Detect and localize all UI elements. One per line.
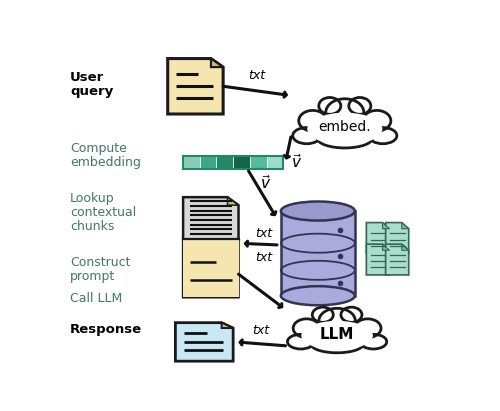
- Ellipse shape: [326, 99, 364, 126]
- Text: txt: txt: [248, 69, 266, 82]
- Ellipse shape: [318, 129, 372, 148]
- Polygon shape: [366, 244, 390, 275]
- Text: LLM: LLM: [320, 327, 354, 342]
- Polygon shape: [222, 323, 233, 328]
- Text: embed.: embed.: [318, 120, 371, 134]
- Ellipse shape: [311, 335, 364, 353]
- Polygon shape: [366, 223, 390, 253]
- Bar: [233, 156, 250, 169]
- Ellipse shape: [281, 201, 355, 221]
- Polygon shape: [402, 244, 408, 250]
- Polygon shape: [211, 58, 223, 67]
- Text: $\vec{v}$: $\vec{v}$: [260, 174, 272, 192]
- Polygon shape: [168, 58, 223, 114]
- Bar: [183, 156, 283, 169]
- Ellipse shape: [349, 97, 371, 114]
- Polygon shape: [402, 223, 408, 229]
- Ellipse shape: [354, 319, 381, 337]
- Text: User
query: User query: [70, 71, 113, 98]
- Ellipse shape: [281, 286, 355, 305]
- Polygon shape: [386, 223, 408, 253]
- Ellipse shape: [293, 319, 320, 337]
- Ellipse shape: [288, 335, 314, 349]
- Polygon shape: [183, 239, 238, 297]
- Ellipse shape: [319, 97, 341, 114]
- Ellipse shape: [292, 127, 321, 144]
- Ellipse shape: [369, 127, 397, 144]
- Text: txt: txt: [252, 324, 270, 337]
- Text: $\vec{v}$: $\vec{v}$: [291, 154, 302, 171]
- Polygon shape: [228, 197, 238, 205]
- Bar: [266, 156, 283, 169]
- Bar: [281, 211, 355, 296]
- Bar: [200, 156, 216, 169]
- Text: txt: txt: [255, 227, 272, 240]
- Polygon shape: [176, 323, 233, 361]
- Text: Compute
embedding: Compute embedding: [70, 142, 141, 169]
- Ellipse shape: [308, 113, 382, 145]
- Ellipse shape: [341, 307, 362, 322]
- Polygon shape: [183, 197, 238, 297]
- Bar: [183, 156, 200, 169]
- Ellipse shape: [302, 321, 373, 350]
- Ellipse shape: [299, 111, 327, 131]
- Ellipse shape: [319, 308, 355, 333]
- Text: txt: txt: [256, 251, 272, 264]
- Text: Call LLM: Call LLM: [70, 292, 122, 305]
- Ellipse shape: [312, 307, 334, 322]
- Text: Construct
prompt: Construct prompt: [70, 256, 130, 283]
- Text: Lookup
contextual
chunks: Lookup contextual chunks: [70, 192, 136, 233]
- Polygon shape: [382, 223, 390, 229]
- Ellipse shape: [360, 335, 386, 349]
- Ellipse shape: [363, 111, 391, 131]
- Text: Response: Response: [70, 323, 142, 336]
- Polygon shape: [386, 244, 408, 275]
- Bar: [216, 156, 233, 169]
- Polygon shape: [382, 244, 390, 250]
- Bar: [250, 156, 266, 169]
